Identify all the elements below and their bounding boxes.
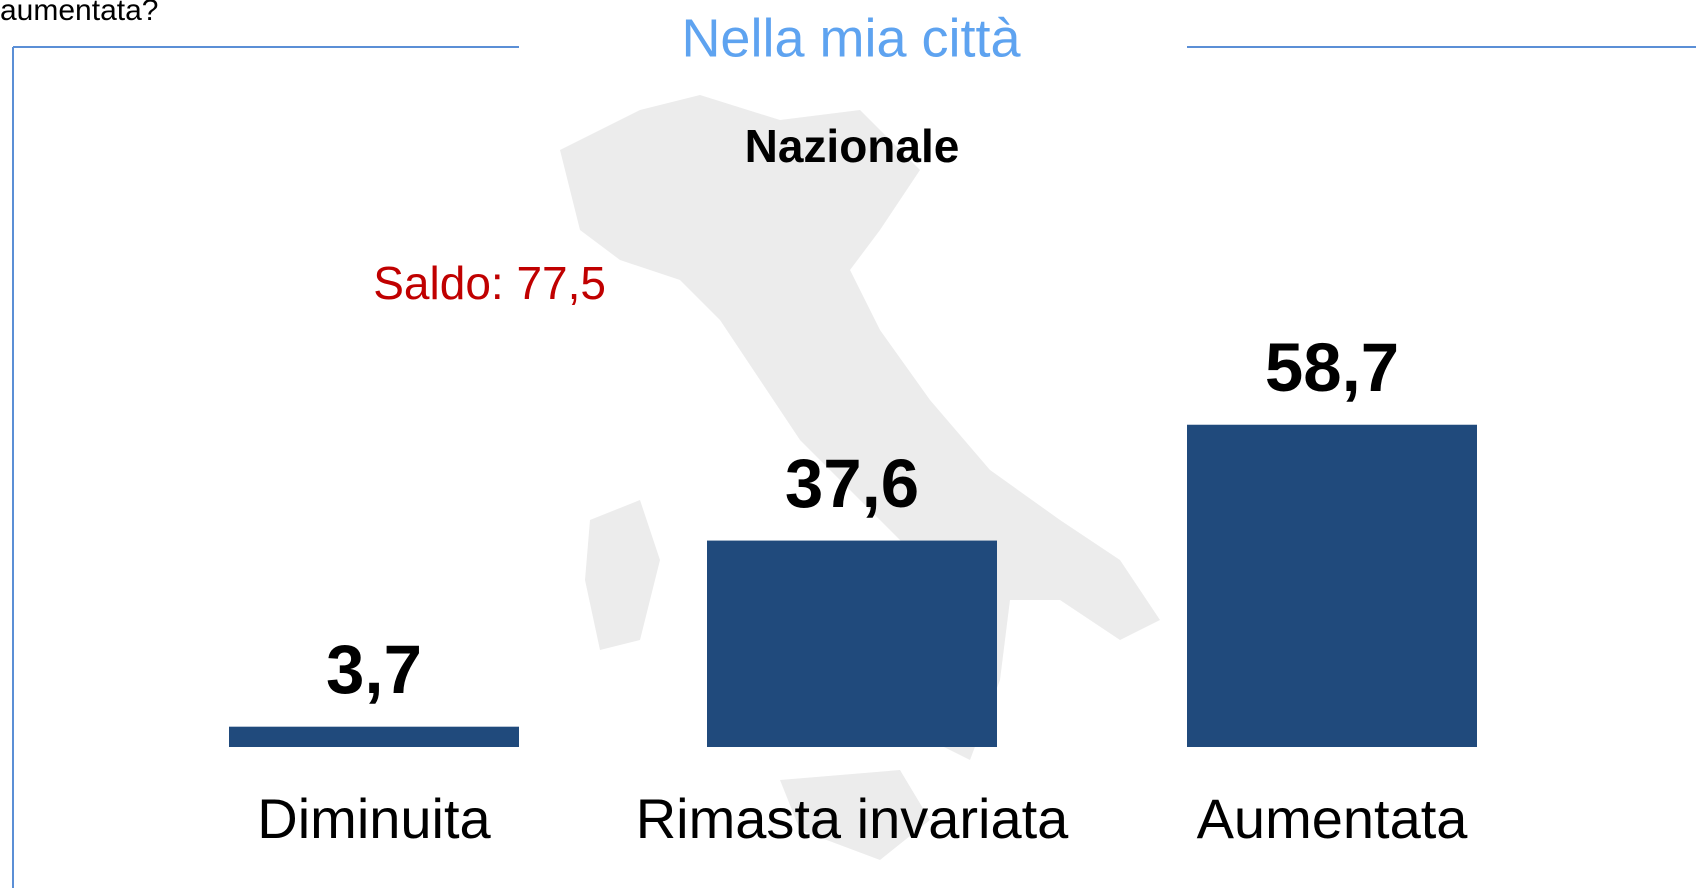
- bar: [229, 726, 519, 747]
- italy-map: [560, 95, 1160, 860]
- category-label: Rimasta invariata: [636, 787, 1069, 850]
- chart-subtitle: Nazionale: [745, 120, 960, 172]
- annotation: Saldo: 77,5: [373, 257, 606, 309]
- category-label: Aumentata: [1197, 787, 1469, 850]
- value-label: 3,7: [326, 631, 422, 708]
- bar: [707, 540, 997, 747]
- value-label: 58,7: [1265, 329, 1399, 406]
- question-fragment: aumentata?: [0, 0, 158, 27]
- bar: [1187, 424, 1477, 747]
- chart-title: Nella mia città: [681, 8, 1021, 68]
- category-label: Diminuita: [257, 787, 491, 850]
- value-label: 37,6: [785, 445, 919, 522]
